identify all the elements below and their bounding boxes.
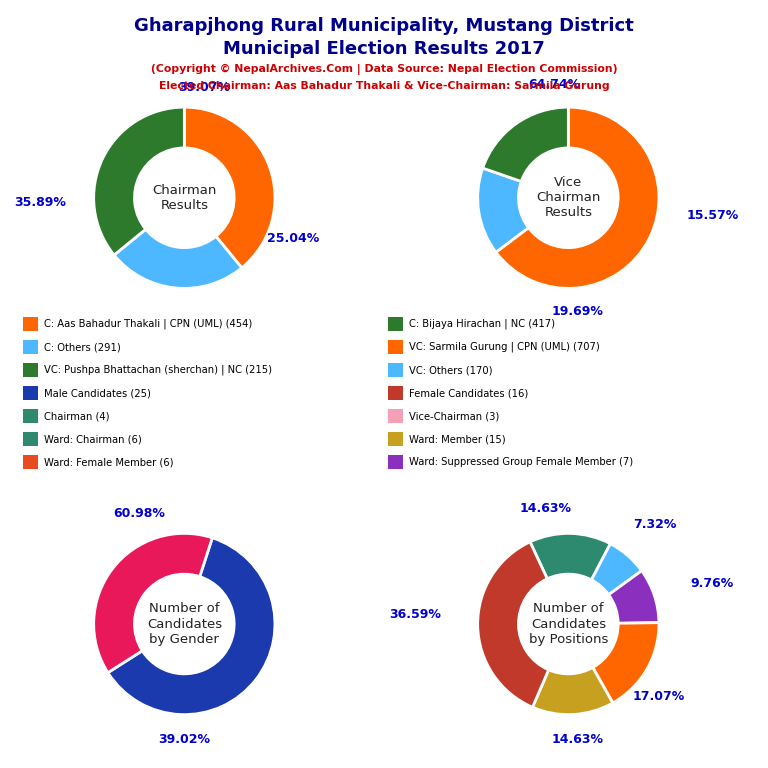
- Text: 39.02%: 39.02%: [158, 733, 210, 746]
- Text: Ward: Suppressed Group Female Member (7): Ward: Suppressed Group Female Member (7): [409, 457, 634, 468]
- Wedge shape: [593, 623, 659, 703]
- Text: VC: Sarmila Gurung | CPN (UML) (707): VC: Sarmila Gurung | CPN (UML) (707): [409, 342, 600, 353]
- Text: 64.74%: 64.74%: [528, 78, 581, 91]
- Wedge shape: [478, 168, 528, 252]
- Text: C: Aas Bahadur Thakali | CPN (UML) (454): C: Aas Bahadur Thakali | CPN (UML) (454): [44, 319, 252, 329]
- Text: 35.89%: 35.89%: [15, 196, 67, 209]
- Text: 15.57%: 15.57%: [686, 210, 738, 223]
- Text: 7.32%: 7.32%: [633, 518, 676, 531]
- Text: VC: Pushpa Bhattachan (sherchan) | NC (215): VC: Pushpa Bhattachan (sherchan) | NC (2…: [44, 365, 272, 376]
- Text: 25.04%: 25.04%: [267, 232, 319, 245]
- Text: 36.59%: 36.59%: [389, 608, 442, 621]
- Text: Number of
Candidates
by Gender: Number of Candidates by Gender: [147, 603, 222, 645]
- Text: Gharapjhong Rural Municipality, Mustang District: Gharapjhong Rural Municipality, Mustang …: [134, 17, 634, 35]
- Wedge shape: [532, 667, 613, 714]
- Text: Vice
Chairman
Results: Vice Chairman Results: [536, 177, 601, 219]
- Wedge shape: [184, 107, 275, 268]
- Text: 60.98%: 60.98%: [113, 507, 165, 520]
- Text: Female Candidates (16): Female Candidates (16): [409, 388, 528, 399]
- Text: 39.07%: 39.07%: [178, 81, 230, 94]
- Text: Municipal Election Results 2017: Municipal Election Results 2017: [223, 40, 545, 58]
- Text: Ward: Member (15): Ward: Member (15): [409, 434, 506, 445]
- Wedge shape: [609, 571, 659, 624]
- Text: VC: Others (170): VC: Others (170): [409, 365, 493, 376]
- Wedge shape: [591, 544, 641, 594]
- Text: 14.63%: 14.63%: [551, 733, 604, 746]
- Wedge shape: [94, 534, 212, 673]
- Text: 9.76%: 9.76%: [690, 577, 734, 590]
- Wedge shape: [94, 107, 184, 255]
- Text: Number of
Candidates
by Positions: Number of Candidates by Positions: [528, 603, 608, 645]
- Text: Ward: Chairman (6): Ward: Chairman (6): [44, 434, 141, 445]
- Text: 17.07%: 17.07%: [633, 690, 685, 703]
- Wedge shape: [530, 534, 611, 580]
- Text: C: Bijaya Hirachan | NC (417): C: Bijaya Hirachan | NC (417): [409, 319, 555, 329]
- Text: (Copyright © NepalArchives.Com | Data Source: Nepal Election Commission): (Copyright © NepalArchives.Com | Data So…: [151, 64, 617, 74]
- Text: 19.69%: 19.69%: [551, 305, 604, 317]
- Wedge shape: [496, 107, 659, 288]
- Wedge shape: [114, 230, 242, 288]
- Text: Elected Chairman: Aas Bahadur Thakali & Vice-Chairman: Sarmila Gurung: Elected Chairman: Aas Bahadur Thakali & …: [159, 81, 609, 91]
- Text: Ward: Female Member (6): Ward: Female Member (6): [44, 457, 174, 468]
- Wedge shape: [478, 542, 548, 707]
- Text: 14.63%: 14.63%: [520, 502, 571, 515]
- Text: Male Candidates (25): Male Candidates (25): [44, 388, 151, 399]
- Wedge shape: [483, 107, 568, 181]
- Text: Chairman (4): Chairman (4): [44, 411, 109, 422]
- Text: Vice-Chairman (3): Vice-Chairman (3): [409, 411, 500, 422]
- Text: C: Others (291): C: Others (291): [44, 342, 121, 353]
- Wedge shape: [108, 538, 275, 714]
- Text: Chairman
Results: Chairman Results: [152, 184, 217, 212]
